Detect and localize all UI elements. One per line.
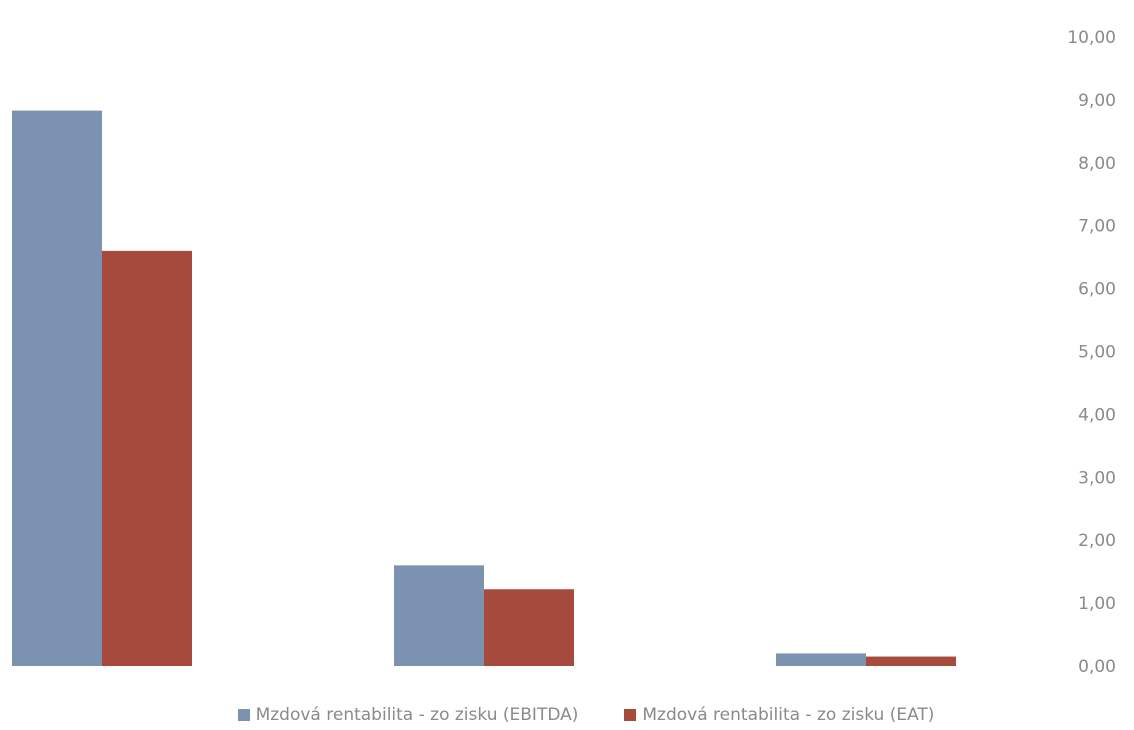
legend-swatch-eat (624, 709, 637, 721)
y-tick-label: 7,00 (1078, 217, 1116, 237)
legend-item-ebitda: Mzdová rentabilita - zo zisku (EBITDA) (237, 705, 579, 725)
y-tick-label: 9,00 (1078, 91, 1116, 111)
y-tick-label: 2,00 (1078, 531, 1116, 551)
bar-eat-3 (866, 656, 956, 666)
legend-item-eat: Mzdová rentabilita - zo zisku (EAT) (624, 705, 934, 725)
legend-label-eat: Mzdová rentabilita - zo zisku (EAT) (642, 705, 935, 725)
bar-ebitda-3 (776, 653, 866, 666)
y-axis-ticks: 0,00 1,00 2,00 3,00 4,00 5,00 6,00 7,00 8,00 9,00… (1067, 28, 1116, 677)
y-tick-label: 6,00 (1078, 280, 1116, 300)
y-tick-label: 3,00 (1078, 468, 1116, 488)
bars-layer (12, 110, 956, 667)
bar-eat-1 (102, 250, 192, 667)
bar-ebitda-1 (12, 110, 102, 666)
bar-eat-2 (484, 589, 574, 666)
bar-ebitda-2 (394, 565, 484, 666)
legend-swatch-ebitda (237, 709, 250, 721)
y-tick-label: 5,00 (1078, 343, 1116, 363)
y-tick-label: 0,00 (1078, 657, 1116, 677)
y-tick-label: 10,00 (1067, 28, 1116, 48)
legend-label-ebitda: Mzdová rentabilita - zo zisku (EBITDA) (255, 705, 579, 725)
legend: Mzdová rentabilita - zo zisku (EBITDA) M… (0, 700, 1134, 730)
y-tick-label: 4,00 (1078, 405, 1116, 425)
y-tick-label: 8,00 (1078, 154, 1116, 174)
y-tick-label: 1,00 (1078, 594, 1116, 614)
